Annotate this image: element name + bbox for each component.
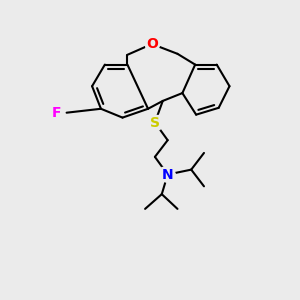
Text: O: O xyxy=(146,37,158,51)
Text: F: F xyxy=(52,106,62,120)
Text: N: N xyxy=(162,167,173,182)
Text: S: S xyxy=(150,116,160,130)
